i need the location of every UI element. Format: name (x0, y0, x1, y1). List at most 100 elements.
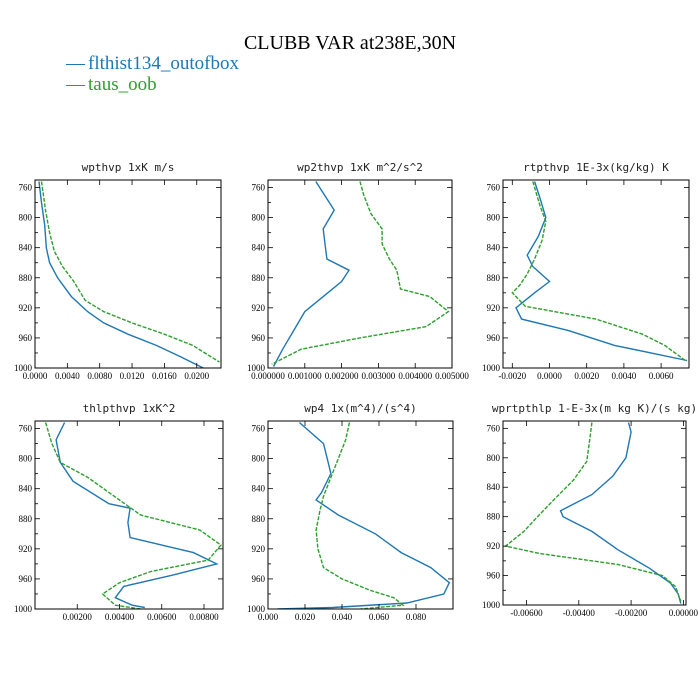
x-tick-label: 0.040 (332, 612, 353, 622)
x-tick-label: -0.00600 (510, 608, 543, 618)
x-tick-label: -0.00400 (563, 608, 596, 618)
y-tick-label: 760 (252, 424, 266, 434)
legend: — flthist134_outofbox — taus_oob (65, 53, 239, 95)
x-tick-label: 0.000 (258, 612, 279, 622)
y-tick-label: 840 (252, 243, 266, 253)
panel-title: wp4 1x(m^4)/(s^4) (304, 402, 417, 415)
series-line-taus-oob (504, 422, 682, 602)
y-tick-label: 880 (487, 512, 501, 522)
chart-panel-5: wp4 1x(m^4)/(s^4)76080084088092096010000… (247, 402, 454, 622)
x-tick-label: 0.001000 (288, 371, 322, 381)
panel-title: wpthvp 1xK m/s (82, 161, 175, 174)
x-tick-label: -0.0020 (498, 371, 526, 381)
x-tick-label: 0.00600 (147, 612, 177, 622)
plot-frame (34, 420, 224, 610)
x-tick-label: 0.080 (406, 612, 427, 622)
y-tick-label: 1000 (247, 604, 266, 614)
y-tick-label: 800 (487, 213, 501, 223)
y-tick-label: 920 (487, 303, 501, 313)
x-tick-label: 0.0040 (612, 371, 637, 381)
y-tick-label: 1000 (247, 363, 266, 373)
series-line-taus-oob (40, 181, 220, 363)
chart-panel-2: wp2thvp 1xK m^2/s^2 760 800 840 880 920 960 100… (247, 161, 469, 381)
x-tick-label: 0.0000 (23, 371, 48, 381)
y-tick-label: 840 (19, 243, 33, 253)
y-tick-label: 960 (19, 333, 33, 343)
legend-label-2: taus_oob (88, 74, 157, 95)
y-tick-label: 920 (19, 303, 33, 313)
x-tick-label: 0.004000 (398, 371, 432, 381)
y-tick-label: 1000 (482, 600, 501, 610)
y-tick-label: 960 (252, 333, 266, 343)
series-line-taus-oob (511, 181, 686, 362)
chart-panel-3: rtpthvp 1E-3x(kg/kg) K 760 800 840 880 920 960… (482, 161, 690, 381)
series-line-taus-oob (44, 422, 222, 609)
y-tick-label: 1000 (482, 363, 501, 373)
y-tick-label: 880 (19, 273, 33, 283)
legend-label-1: flthist134_outofbox (88, 53, 239, 74)
panel-title: thlpthvp 1xK^2 (83, 402, 176, 415)
y-tick-label: 960 (252, 574, 266, 584)
y-tick-label: 760 (19, 183, 33, 193)
y-tick-label: 760 (252, 183, 266, 193)
y-tick-label: 880 (252, 514, 266, 524)
legend-symbol-2: — (65, 74, 86, 95)
y-tick-label: 880 (487, 273, 501, 283)
series-line-flthist134 (272, 181, 351, 367)
x-tick-label: 0.00800 (189, 612, 219, 622)
x-tick-label: 0.003000 (362, 371, 396, 381)
x-tick-label: -0.00200 (615, 608, 648, 618)
x-tick-label: 0.0120 (120, 371, 145, 381)
x-tick-label: 0.00400 (105, 612, 135, 622)
y-tick-label: 920 (252, 303, 266, 313)
y-tick-label: 960 (19, 574, 33, 584)
y-tick-label: 800 (252, 213, 266, 223)
series-line-flthist134 (277, 421, 451, 609)
x-tick-label: 0.00000 (669, 608, 699, 618)
x-tick-label: 0.060 (369, 612, 390, 622)
y-tick-label: 760 (19, 424, 33, 434)
chart-panel-1: wpthvp 1xK m/s76080084088092096010000.00… (14, 161, 222, 381)
plot-frame (34, 179, 222, 369)
y-tick-label: 920 (252, 544, 266, 554)
plot-frame (502, 179, 690, 369)
series-line-taus-oob (271, 181, 450, 365)
panel-title: rtpthvp 1E-3x(kg/kg) K (523, 161, 669, 174)
y-tick-label: 840 (252, 484, 266, 494)
y-tick-label: 840 (487, 482, 501, 492)
plot-frame (267, 420, 454, 610)
series-line-flthist134 (515, 181, 688, 362)
x-tick-label: 0.00200 (63, 612, 93, 622)
x-tick-label: 0.0020 (574, 371, 599, 381)
x-tick-label: 0.002000 (325, 371, 359, 381)
y-tick-label: 920 (487, 541, 501, 551)
y-tick-label: 920 (19, 544, 33, 554)
y-tick-label: 800 (19, 454, 33, 464)
y-tick-label: 960 (487, 571, 501, 581)
y-tick-label: 880 (19, 514, 33, 524)
y-tick-label: 840 (487, 243, 501, 253)
panel-title: wprtpthlp 1-E-3x(m kg K)/(s kg) (492, 402, 697, 415)
y-tick-label: 880 (252, 273, 266, 283)
y-tick-label: 960 (487, 333, 501, 343)
y-tick-label: 760 (487, 423, 501, 433)
y-tick-label: 800 (487, 453, 501, 463)
figure-title: CLUBB VAR at238E,30N (244, 32, 456, 54)
x-tick-label: 0.020 (295, 612, 316, 622)
chart-panel-4: thlpthvp 1xK^2 760 800 840 880 920 960 1000 0.00… (14, 402, 224, 622)
y-tick-label: 1000 (14, 363, 33, 373)
x-tick-label: 0.0200 (184, 371, 209, 381)
chart-panel-6: wprtpthlp 1-E-3x(m kg K)/(s kg) 760 800 840… (482, 402, 699, 618)
x-tick-label: 0.000000 (251, 371, 285, 381)
x-tick-label: 0.0040 (55, 371, 80, 381)
y-tick-label: 840 (19, 484, 33, 494)
x-tick-label: 0.0060 (649, 371, 674, 381)
x-tick-label: 0.0080 (87, 371, 112, 381)
y-tick-label: 800 (252, 454, 266, 464)
series-line-taus-oob (315, 422, 405, 609)
legend-symbol-1: — (65, 53, 86, 74)
x-tick-label: 0.005000 (435, 371, 469, 381)
panel-title: wp2thvp 1xK m^2/s^2 (297, 161, 423, 174)
panel-grid: wpthvp 1xK m/s76080084088092096010000.00… (14, 161, 699, 622)
